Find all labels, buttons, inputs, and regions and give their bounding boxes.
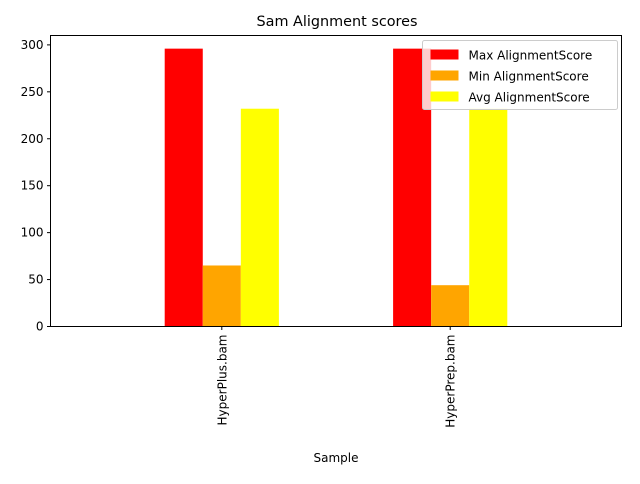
legend-swatch-max-alignmentscore xyxy=(430,49,459,60)
y-tick-label: 200 xyxy=(21,132,44,146)
y-tick-label: 150 xyxy=(21,179,44,193)
bar-avg-alignmentscore-2 xyxy=(469,108,508,327)
legend-swatch-min-alignmentscore xyxy=(430,70,459,81)
bar-min-alignmentscore-2 xyxy=(431,285,470,327)
bar-min-alignmentscore-1 xyxy=(202,265,241,327)
y-tick-label: 250 xyxy=(21,85,44,99)
legend-swatch-avg-alignmentscore xyxy=(430,91,459,102)
legend-label-min-alignmentscore: Min AlignmentScore xyxy=(469,70,589,84)
legend: Max AlignmentScore Min AlignmentScore Avg … xyxy=(422,40,618,110)
x-tick-label: HyperPrep.bam xyxy=(444,335,458,428)
y-tick-label: 0 xyxy=(36,320,44,334)
y-tick-label: 50 xyxy=(28,273,43,287)
legend-box xyxy=(422,40,618,110)
legend-label-avg-alignmentscore: Avg AlignmentScore xyxy=(469,91,590,105)
x-axis-label: Sample xyxy=(314,451,359,465)
bar-max-alignmentscore-1 xyxy=(164,48,203,327)
y-tick-label: 300 xyxy=(21,38,44,52)
legend-label-max-alignmentscore: Max AlignmentScore xyxy=(469,49,593,63)
x-axis: HyperPlus.bam HyperPrep.bam xyxy=(215,326,458,428)
chart-title: Sam Alignment scores xyxy=(256,14,417,30)
bar-avg-alignmentscore-1 xyxy=(240,108,279,327)
plot-frame xyxy=(50,35,622,327)
x-tick-label: HyperPlus.bam xyxy=(215,335,229,426)
y-tick-label: 100 xyxy=(21,226,44,240)
y-axis: 0 50 100 150 200 250 300 xyxy=(21,38,51,334)
